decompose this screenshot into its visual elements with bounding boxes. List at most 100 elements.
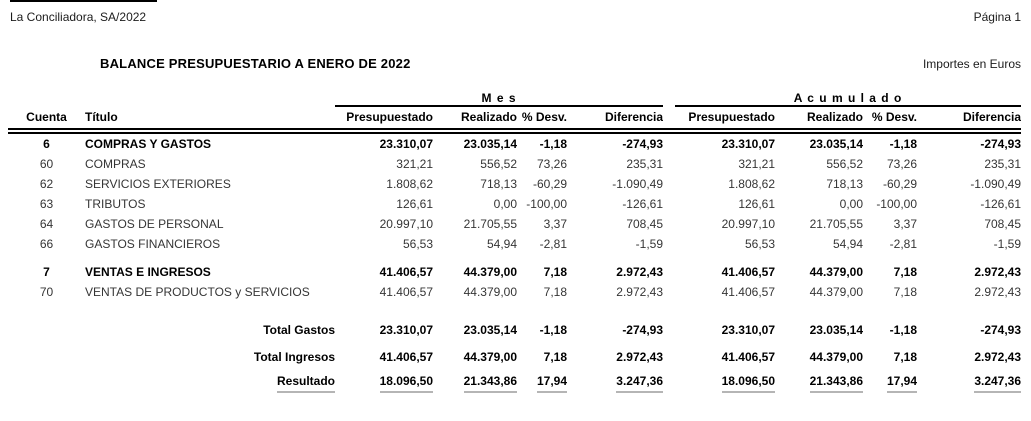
cell-mes-1: 556,52 — [433, 154, 517, 174]
cell-acum-2: 7,18 — [863, 262, 917, 282]
cell-cuenta: 70 — [8, 282, 85, 302]
table-row-account-7: 7 VENTAS E INGRESOS 41.406,57 44.379,00 7,18… — [8, 262, 1021, 282]
cell-acum-2: 73,26 — [863, 154, 917, 174]
cell-acum-2: -2,81 — [863, 234, 917, 254]
cell-titulo: VENTAS E INGRESOS — [85, 262, 335, 282]
cell-cuenta: 63 — [8, 194, 85, 214]
cell-mes-0: 41.406,57 — [335, 343, 433, 370]
cell-acum-0: 56,53 — [675, 234, 775, 254]
document-meta-row: La Conciliadora, SA/2022 Página 1 — [10, 10, 1021, 24]
cell-acum-2-value: -2,81 — [889, 237, 918, 251]
cell-acum-3-value: -274,93 — [980, 137, 1022, 151]
total-row-resultado: Resultado 18.096,50 21.343,86 17,94 3.247,36… — [8, 370, 1022, 397]
cell-acum-2-value: 73,26 — [886, 157, 918, 171]
cell-mes-3: 2.972,43 — [567, 262, 663, 282]
cell-total-label: Resultado — [8, 370, 335, 397]
cell-mes-3: -274,93 — [567, 134, 663, 154]
cell-acum-0-value: 56,53 — [744, 237, 776, 251]
cell-mes-2-value: 3,37 — [543, 217, 567, 231]
cell-acum-2: 17,94 — [863, 370, 918, 397]
cell-acum-1-value: 44.379,00 — [809, 285, 864, 299]
cell-mes-1-value: 54,94 — [486, 237, 517, 251]
report-title: BALANCE PRESUPUESTARIO A ENERO DE 2022 — [100, 56, 411, 71]
cell-mes-2-value: 17,94 — [536, 374, 567, 393]
cell-mes-1-value: 23.035,14 — [463, 322, 517, 337]
cell-acum-0-value: 18.096,50 — [721, 374, 776, 393]
cell-acum-0: 41.406,57 — [675, 262, 775, 282]
cell-mes-0-value: 23.310,07 — [379, 322, 433, 337]
table-body: 6 COMPRAS Y GASTOS 23.310,07 23.035,14 -1,18… — [8, 134, 1022, 397]
cell-acum-0: 18.096,50 — [675, 370, 776, 397]
cell-mes-3-value: 2.972,43 — [616, 265, 664, 279]
cell-mes-3: -1.090,49 — [567, 174, 663, 194]
cell-acum-1-value: 44.379,00 — [809, 265, 864, 279]
cell-mes-0: 23.310,07 — [335, 316, 433, 343]
cell-mes-1: 54,94 — [433, 234, 517, 254]
cell-mes-2: -1,18 — [517, 134, 567, 154]
table-row-account-70: 70 VENTAS DE PRODUCTOS y SERVICIOS 41.406,… — [8, 282, 1021, 302]
cell-acum-1: 23.035,14 — [775, 316, 863, 343]
group-header-mes: M e s — [335, 86, 664, 107]
cell-mes-1-value: 21.343,86 — [463, 374, 517, 393]
cell-acum-2-value: -100,00 — [876, 197, 918, 211]
cell-mes-0: 321,21 — [335, 154, 433, 174]
currency-note: Importes en Euros — [922, 57, 1021, 71]
cell-acum-1-value: 718,13 — [826, 177, 864, 191]
cell-acum-3-value: 3.247,36 — [974, 374, 1022, 393]
cell-cuenta-value: 62 — [39, 177, 54, 191]
cell-mes-1: 23.035,14 — [433, 316, 517, 343]
cell-total-label-value: Total Ingresos — [253, 349, 335, 364]
cell-acum-0-value: 23.310,07 — [721, 322, 776, 337]
cell-mes-3-value: -274,93 — [622, 322, 664, 337]
cell-mes-2: 73,26 — [517, 154, 567, 174]
cell-titulo: SERVICIOS EXTERIORES — [85, 174, 335, 194]
cell-mes-0: 18.096,50 — [335, 370, 433, 397]
cell-cuenta: 62 — [8, 174, 85, 194]
cell-acum-1: 23.035,14 — [775, 134, 863, 154]
cell-mes-0-value: 126,61 — [396, 197, 433, 211]
cell-mes-3-value: -1,59 — [635, 237, 664, 251]
cell-mes-2-value: -1,18 — [539, 137, 567, 151]
cell-mes-1-value: 44.379,00 — [463, 349, 517, 364]
cell-titulo: TRIBUTOS — [85, 194, 335, 214]
cell-acum-1-value: 21.705,55 — [809, 217, 864, 231]
cell-mes-2: 7,18 — [517, 262, 567, 282]
cell-acum-0-value: 41.406,57 — [721, 265, 776, 279]
cell-acum-2-value: -1,18 — [889, 137, 918, 151]
cell-mes-3-value: 3.247,36 — [616, 374, 664, 393]
section-spacer — [8, 254, 1021, 262]
cell-total-label-value: Total Gastos — [263, 322, 335, 337]
cell-mes-2-value: 73,26 — [536, 157, 567, 171]
cell-acum-0: 20.997,10 — [675, 214, 775, 234]
cell-titulo: COMPRAS Y GASTOS — [85, 134, 335, 154]
cell-cuenta-value: 66 — [39, 237, 54, 251]
cell-mes-0-value: 321,21 — [396, 157, 433, 171]
cell-acum-0: 321,21 — [675, 154, 775, 174]
cell-cuenta: 60 — [8, 154, 85, 174]
cell-acum-1: 44.379,00 — [775, 343, 863, 370]
cell-acum-0-value: 23.310,07 — [721, 137, 776, 151]
title-row: BALANCE PRESUPUESTARIO A ENERO DE 2022 I… — [100, 56, 1021, 71]
cell-acum-1-value: 0,00 — [839, 197, 864, 211]
cell-acum-2-value: 7,18 — [893, 265, 918, 279]
cell-acum-0-value: 41.406,57 — [721, 349, 776, 364]
cell-mes-0-value: 23.310,07 — [379, 137, 433, 151]
cell-mes-0-value: 41.406,57 — [379, 285, 433, 299]
col-header-mes-diferencia: Diferencia — [604, 110, 664, 124]
group-gap — [663, 86, 675, 106]
cell-titulo-value: SERVICIOS EXTERIORES — [85, 177, 231, 191]
cell-acum-0-value: 321,21 — [738, 157, 776, 171]
table-row-account-64: 64 GASTOS DE PERSONAL 20.997,10 21.705,55 3,… — [8, 214, 1021, 234]
cell-acum-2-value: 17,94 — [886, 374, 918, 393]
cell-acum-3-value: 708,45 — [984, 217, 1022, 231]
cell-gap — [663, 370, 675, 397]
table-row-account-60: 60 COMPRAS 321,21 556,52 73,26 235,31 321,21 55… — [8, 154, 1021, 174]
cell-acum-1: 556,52 — [775, 154, 863, 174]
cell-mes-3: 2.972,43 — [567, 282, 663, 302]
cell-cuenta: 7 — [8, 262, 85, 282]
cell-acum-0: 23.310,07 — [675, 134, 775, 154]
cell-mes-1-value: 21.705,55 — [463, 217, 517, 231]
cell-acum-3: 2.972,43 — [917, 343, 1021, 370]
cell-mes-2: -100,00 — [517, 194, 567, 214]
